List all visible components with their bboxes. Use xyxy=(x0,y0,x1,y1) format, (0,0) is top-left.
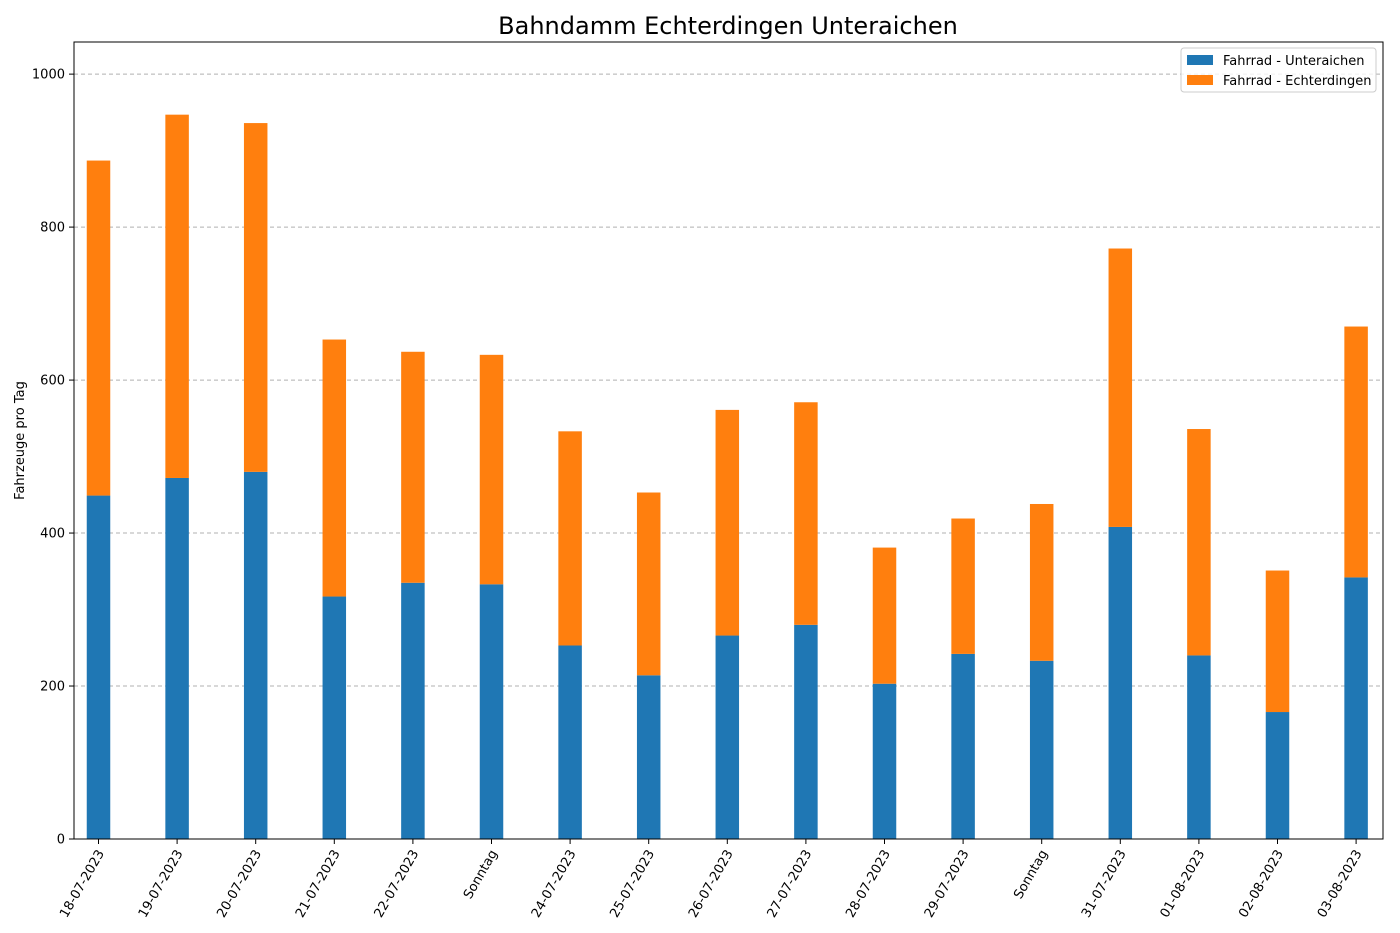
bar-echterdingen xyxy=(1029,503,1054,661)
bar-echterdingen xyxy=(479,354,504,585)
x-tick-label: 25-07-2023 xyxy=(607,848,658,921)
x-tick-label: Sonntag xyxy=(1011,848,1051,902)
bar-unteraichen xyxy=(165,477,189,839)
bar-unteraichen xyxy=(558,645,582,839)
bar-echterdingen xyxy=(715,409,740,636)
bar-echterdingen xyxy=(401,351,425,583)
x-tick-label: Sonntag xyxy=(461,848,501,902)
x-tick-label: 31-07-2023 xyxy=(1079,848,1130,921)
bar-unteraichen xyxy=(715,635,740,839)
bar-echterdingen xyxy=(1187,429,1211,656)
legend-box xyxy=(1180,47,1377,93)
bar-unteraichen xyxy=(401,582,425,839)
x-tick-label: 01-08-2023 xyxy=(1158,848,1209,921)
y-tick-label: 200 xyxy=(40,680,65,695)
legend-label: Fahrrad - Echterdingen xyxy=(1223,74,1372,89)
x-tick-label: 19-07-2023 xyxy=(136,848,187,921)
x-tick-label: 03-08-2023 xyxy=(1315,848,1366,921)
bar-unteraichen xyxy=(1108,526,1133,839)
bar-unteraichen xyxy=(872,683,897,839)
bar-echterdingen xyxy=(165,114,189,478)
bar-echterdingen xyxy=(243,123,268,472)
bar-echterdingen xyxy=(322,339,347,597)
bar-echterdingen xyxy=(1344,326,1368,578)
plot-area-frame xyxy=(73,41,1384,840)
y-tick-label: 800 xyxy=(40,221,65,236)
bar-unteraichen xyxy=(1265,712,1290,839)
y-axis: 0 200 400 600 800 1000 xyxy=(32,68,74,848)
bars xyxy=(86,114,1368,839)
bar-unteraichen xyxy=(86,495,111,839)
legend: Fahrrad - Unteraichen Fahrrad - Echterdin… xyxy=(1180,47,1377,93)
x-tick-label: 22-07-2023 xyxy=(372,848,423,921)
bar-unteraichen xyxy=(636,675,661,839)
x-tick-label: 27-07-2023 xyxy=(765,848,816,921)
bar-echterdingen xyxy=(951,518,975,654)
bar-unteraichen xyxy=(243,471,268,839)
x-tick-label: 29-07-2023 xyxy=(922,848,973,921)
y-axis-label: Fahrzeuge pro Tag xyxy=(13,381,28,500)
y-tick-label: 1000 xyxy=(32,68,65,83)
bar-echterdingen xyxy=(794,402,818,625)
y-tick-label: 0 xyxy=(57,833,65,848)
bar-unteraichen xyxy=(794,624,818,839)
bar-echterdingen xyxy=(1108,248,1133,527)
bar-unteraichen xyxy=(1187,655,1211,839)
bar-echterdingen xyxy=(558,431,582,646)
x-tick-label: 21-07-2023 xyxy=(293,848,344,921)
y-tick-label: 600 xyxy=(40,374,65,389)
bar-echterdingen xyxy=(1265,570,1290,713)
y-tick-label: 400 xyxy=(40,527,65,542)
x-tick-label: 24-07-2023 xyxy=(529,848,580,921)
legend-swatch xyxy=(1187,55,1213,65)
bar-unteraichen xyxy=(1029,660,1054,839)
legend-swatch xyxy=(1187,75,1213,85)
x-tick-label: 18-07-2023 xyxy=(57,848,108,921)
x-axis: 18-07-2023 19-07-2023 20-07-2023 21-07-2023… xyxy=(57,839,1366,921)
bar-unteraichen xyxy=(1344,577,1368,839)
x-tick-label: 02-08-2023 xyxy=(1236,848,1287,921)
bar-echterdingen xyxy=(872,547,897,684)
x-tick-label: 20-07-2023 xyxy=(214,848,265,921)
bar-echterdingen xyxy=(636,492,661,676)
bar-unteraichen xyxy=(479,584,504,839)
legend-label: Fahrrad - Unteraichen xyxy=(1223,54,1365,69)
bar-unteraichen xyxy=(951,653,975,839)
chart-title: Bahndamm Echterdingen Unteraichen xyxy=(498,12,958,40)
x-tick-label: 28-07-2023 xyxy=(843,848,894,921)
x-tick-label: 26-07-2023 xyxy=(686,848,737,921)
bar-echterdingen xyxy=(86,160,111,496)
bar-unteraichen xyxy=(322,596,347,839)
